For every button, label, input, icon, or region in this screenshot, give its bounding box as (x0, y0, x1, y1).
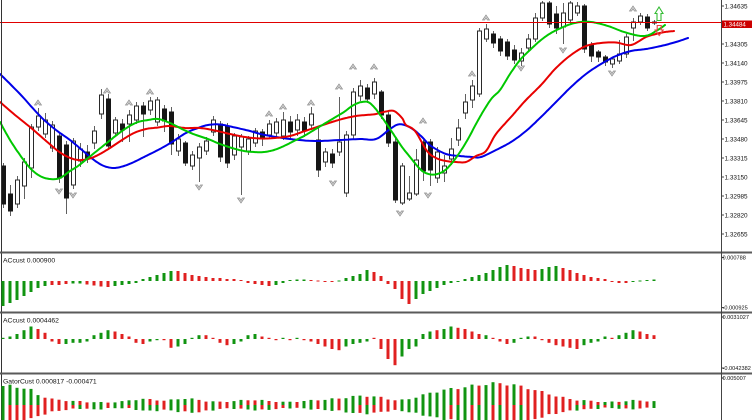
svg-text:0.000788: 0.000788 (723, 256, 746, 262)
svg-text:-0.0042382: -0.0042382 (723, 366, 751, 372)
svg-text:1.33645: 1.33645 (725, 117, 749, 124)
svg-text:1.33975: 1.33975 (725, 79, 749, 86)
svg-text:1.33315: 1.33315 (725, 155, 749, 162)
svg-text:1.34635: 1.34635 (725, 3, 749, 10)
svg-text:GatorCust 0.000817 -0.000471: GatorCust 0.000817 -0.000471 (3, 379, 97, 386)
svg-text:ACcust 0.000900: ACcust 0.000900 (3, 258, 55, 265)
svg-text:1.33810: 1.33810 (725, 98, 749, 105)
svg-text:1.34484: 1.34484 (724, 21, 747, 28)
svg-text:1.34305: 1.34305 (725, 41, 749, 48)
svg-text:1.34140: 1.34140 (725, 60, 749, 67)
svg-text:1.32655: 1.32655 (725, 231, 749, 238)
svg-text:ACcust 0.0004462: ACcust 0.0004462 (3, 318, 59, 325)
svg-text:0.0031027: 0.0031027 (723, 315, 749, 321)
svg-text:0.005007: 0.005007 (723, 376, 746, 382)
svg-text:-0.000925: -0.000925 (723, 306, 748, 312)
svg-text:1.33480: 1.33480 (725, 136, 749, 143)
svg-text:1.32985: 1.32985 (725, 193, 749, 200)
svg-text:1.32820: 1.32820 (725, 212, 749, 219)
svg-text:1.33150: 1.33150 (725, 174, 749, 181)
